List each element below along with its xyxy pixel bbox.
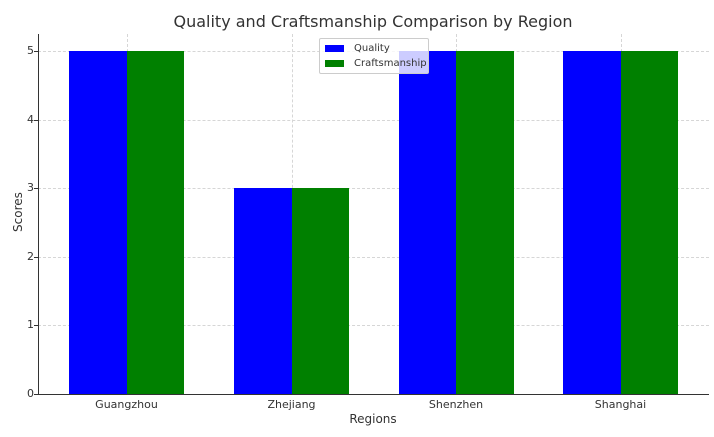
bar-craftsmanship-zhejiang xyxy=(291,188,349,394)
y-tick-mark xyxy=(34,119,38,121)
y-tick-label: 1 xyxy=(27,318,34,332)
plot-area xyxy=(38,34,709,394)
y-tick-mark xyxy=(34,325,38,327)
chart-title: Quality and Craftsmanship Comparison by … xyxy=(173,12,573,31)
y-axis-line xyxy=(38,34,39,395)
legend-swatch-quality xyxy=(325,44,344,52)
y-tick-label: 5 xyxy=(27,44,34,57)
bar-craftsmanship-shanghai xyxy=(620,51,678,394)
y-tick-label: 4 xyxy=(27,112,34,126)
gridline-horizontal xyxy=(38,119,709,121)
bar-quality-shanghai xyxy=(563,51,621,394)
bar-quality-shenzhen xyxy=(398,51,456,394)
bar-quality-guangzhou xyxy=(69,51,127,394)
gridline-horizontal xyxy=(38,325,709,327)
legend-swatch-craftsmanship xyxy=(325,59,344,67)
y-tick-mark xyxy=(34,51,38,52)
x-axis-label: Regions xyxy=(349,412,397,426)
x-tick-label: Zhejiang xyxy=(267,398,316,411)
bar-craftsmanship-guangzhou xyxy=(126,51,184,394)
legend: Quality Craftsmanship xyxy=(319,38,429,74)
x-tick-label: Guangzhou xyxy=(95,398,158,411)
x-tick-label: Shenzhen xyxy=(428,398,484,411)
legend-label-craftsmanship: Craftsmanship xyxy=(354,57,427,69)
bar-quality-zhejiang xyxy=(234,188,292,394)
x-axis-line xyxy=(38,394,709,395)
y-tick-mark xyxy=(34,394,38,395)
legend-label-quality: Quality xyxy=(354,42,390,54)
y-tick-label: 2 xyxy=(27,249,34,263)
x-tick-label: Shanghai xyxy=(594,398,647,411)
y-tick-label: 0 xyxy=(27,387,34,400)
y-tick-mark xyxy=(34,256,38,258)
bar-craftsmanship-shenzhen xyxy=(456,51,514,394)
y-axis-label: Scores xyxy=(11,192,25,232)
y-tick-label: 3 xyxy=(27,181,34,195)
gridline-horizontal xyxy=(38,256,709,258)
legend-item-craftsmanship: Craftsmanship xyxy=(325,57,427,69)
legend-item-quality: Quality xyxy=(325,42,390,54)
gridline-horizontal xyxy=(38,188,709,190)
y-tick-mark xyxy=(34,188,38,190)
